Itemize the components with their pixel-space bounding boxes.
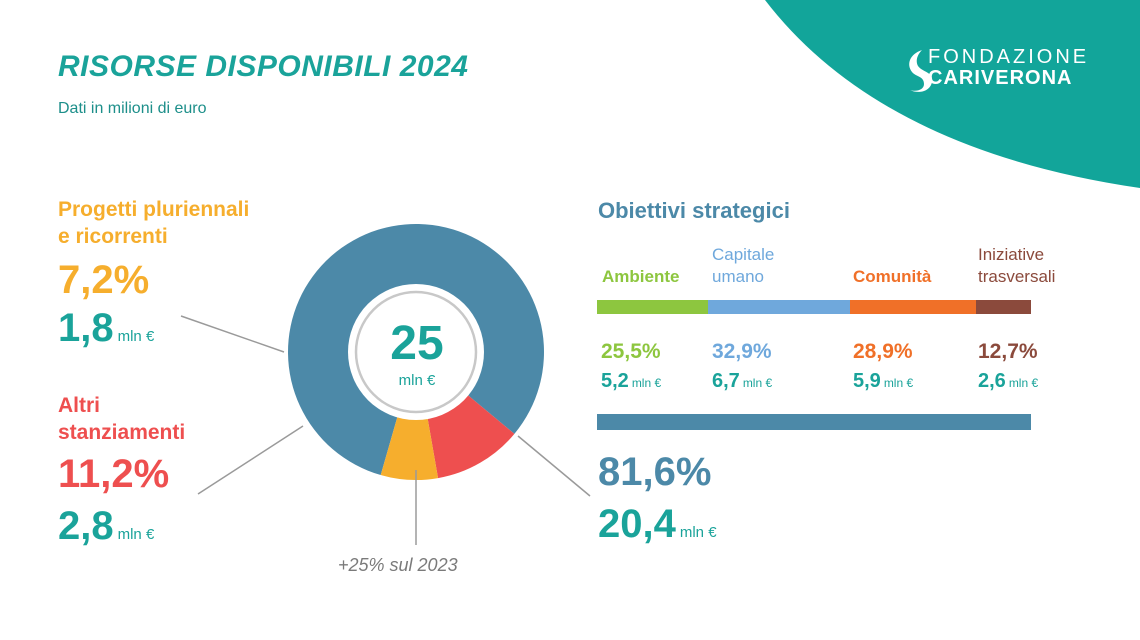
cat-label-comunita: Comunità [853, 266, 931, 288]
obiettivi-title: Obiettivi strategici [598, 198, 790, 223]
cat-value-ambiente-unit: mln € [631, 376, 662, 390]
altri-label-line2: stanziamenti [58, 421, 186, 444]
page-title: RISORSE DISPONIBILI 2024 [58, 50, 469, 83]
cat-value-comunita: 5,9 mln € [853, 370, 913, 393]
logo-mark-icon [909, 50, 933, 92]
cat-value-iniziative-number: 2,6 [978, 370, 1006, 392]
cat-percent-ambiente: 25,5% [601, 340, 661, 363]
cat-label-iniziative: Iniziative trasversali [978, 244, 1055, 288]
cat-value-comunita-number: 5,9 [853, 370, 881, 392]
cat-label-comunita-line1: Comunità [853, 267, 932, 286]
leader-line-altri [197, 425, 304, 495]
cat-bar-comunita [850, 300, 976, 314]
progetti-value-unit: mln € [117, 328, 155, 345]
cat-bar-capitale [707, 300, 851, 314]
cat-value-ambiente: 5,2 mln € [601, 370, 661, 393]
cat-label-capitale-line2: umano [712, 267, 764, 286]
fondazione-logo: FONDAZIONE CARIVERONA [902, 44, 1112, 96]
obiettivi-value-unit: mln € [679, 524, 717, 541]
donut-inner-ring [354, 290, 478, 414]
donut-center-unit: mln € [398, 372, 436, 389]
cat-value-capitale-number: 6,7 [712, 370, 740, 392]
cat-percent-capitale: 32,9% [712, 340, 772, 363]
page-subtitle: Dati in milioni di euro [58, 100, 207, 117]
progetti-value-number: 1,8 [58, 306, 114, 350]
cat-percent-iniziative: 12,7% [978, 340, 1038, 363]
progetti-percent: 7,2% [58, 258, 150, 302]
cat-label-capitale-line1: Capitale [712, 245, 775, 264]
cat-value-ambiente-number: 5,2 [601, 370, 629, 392]
leader-line-obiettivi [517, 435, 591, 497]
obiettivi-percent: 81,6% [598, 450, 712, 494]
cat-value-capitale-unit: mln € [742, 376, 773, 390]
progetti-label-line2: e ricorrenti [58, 225, 168, 248]
cat-label-capitale: Capitale umano [712, 244, 774, 288]
obiettivi-value-number: 20,4 [598, 502, 676, 546]
growth-note: +25% sul 2023 [338, 555, 458, 575]
cat-percent-comunita: 28,9% [853, 340, 913, 363]
donut-center-value: 25 [390, 317, 444, 370]
leader-line-progetti [180, 315, 285, 353]
progetti-value: 1,8 mln € [58, 306, 154, 359]
cat-value-iniziative-unit: mln € [1008, 376, 1039, 390]
altri-value-number: 2,8 [58, 504, 114, 548]
obiettivi-total-bar [597, 414, 1031, 430]
cat-value-capitale: 6,7 mln € [712, 370, 772, 393]
cat-bar-iniziative [975, 300, 1031, 314]
logo-text-line1: FONDAZIONE [928, 46, 1090, 68]
altri-value-unit: mln € [117, 526, 155, 543]
cat-bar-ambiente [597, 300, 708, 314]
cat-value-comunita-unit: mln € [883, 376, 914, 390]
cat-value-iniziative: 2,6 mln € [978, 370, 1038, 393]
progetti-label: Progetti pluriennali e ricorrenti [58, 196, 249, 250]
cat-label-ambiente: Ambiente [602, 266, 679, 288]
progetti-label-line1: Progetti pluriennali [58, 198, 250, 221]
altri-value: 2,8 mln € [58, 504, 154, 557]
altri-label-line1: Altri [58, 394, 100, 417]
donut-hole [348, 284, 484, 420]
altri-percent: 11,2% [58, 452, 170, 496]
cat-label-ambiente-line1: Ambiente [602, 267, 680, 286]
logo-text-line2: CARIVERONA [928, 67, 1073, 89]
cat-label-iniziative-line1: Iniziative [978, 245, 1045, 264]
altri-label: Altri stanziamenti [58, 392, 185, 446]
obiettivi-value: 20,4 mln € [598, 502, 717, 555]
cat-label-iniziative-line2: trasversali [978, 267, 1056, 286]
